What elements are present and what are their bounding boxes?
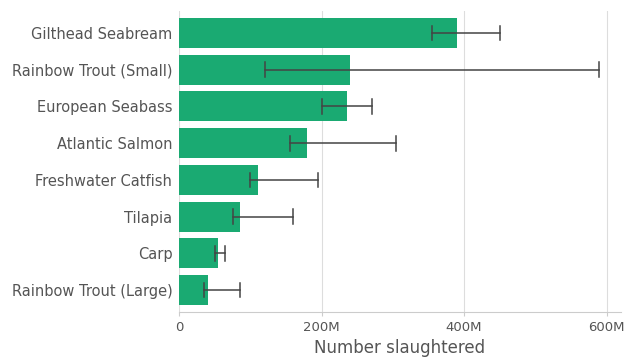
Bar: [179, 54, 350, 85]
Bar: [179, 165, 257, 195]
Bar: [179, 238, 218, 269]
Bar: [179, 201, 240, 232]
Bar: [179, 18, 457, 48]
Bar: [179, 91, 347, 122]
Bar: [179, 128, 307, 158]
X-axis label: Number slaughtered: Number slaughtered: [314, 339, 486, 357]
Bar: [179, 275, 208, 305]
